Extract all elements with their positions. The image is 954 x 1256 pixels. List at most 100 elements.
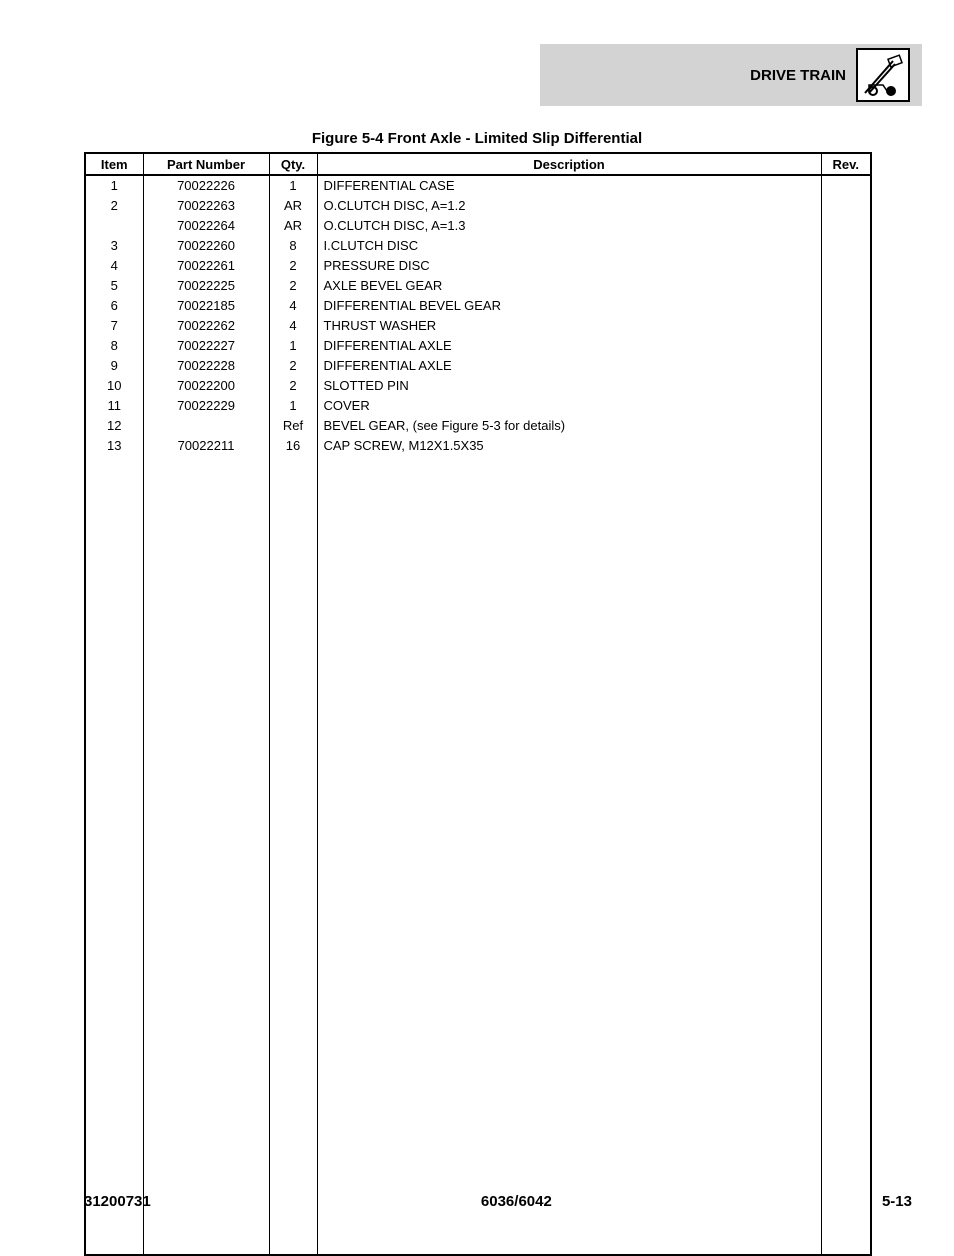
footer-center: 6036/6042: [481, 1193, 552, 1210]
cell-rev: [821, 375, 871, 395]
table-row: 4700222612PRESSURE DISC: [85, 255, 871, 275]
cell-qty: 2: [269, 355, 317, 375]
cell-item: 11: [85, 395, 143, 415]
cell-rev: [821, 355, 871, 375]
cell-item: 9: [85, 355, 143, 375]
cell-rev: [821, 255, 871, 275]
cell-qty: 8: [269, 235, 317, 255]
cell-part: 70022226: [143, 175, 269, 195]
cell-desc: SLOTTED PIN: [317, 375, 821, 395]
filler-cell: [143, 455, 269, 1255]
cell-rev: [821, 215, 871, 235]
table-row: 11700222291COVER: [85, 395, 871, 415]
cell-part: 70022262: [143, 315, 269, 335]
footer-left: 31200731: [84, 1193, 151, 1210]
cell-rev: [821, 335, 871, 355]
footer-right: 5-13: [882, 1193, 912, 1210]
filler-cell: [821, 455, 871, 1255]
filler-cell: [85, 455, 143, 1255]
cell-part: 70022185: [143, 295, 269, 315]
table-row: 137002221116CAP SCREW, M12X1.5X35: [85, 435, 871, 455]
cell-rev: [821, 235, 871, 255]
telehandler-icon: [859, 51, 907, 99]
cell-item: 5: [85, 275, 143, 295]
parts-table: Item Part Number Qty. Description Rev. 1…: [84, 152, 872, 1256]
table-row: 70022264ARO.CLUTCH DISC, A=1.3: [85, 215, 871, 235]
cell-item: 2: [85, 195, 143, 215]
table-row: 10700222002SLOTTED PIN: [85, 375, 871, 395]
cell-item: [85, 215, 143, 235]
cell-desc: AXLE BEVEL GEAR: [317, 275, 821, 295]
page-footer: 31200731 6036/6042 5-13: [84, 1193, 912, 1210]
cell-desc: DIFFERENTIAL CASE: [317, 175, 821, 195]
cell-desc: DIFFERENTIAL AXLE: [317, 335, 821, 355]
col-header-item: Item: [85, 153, 143, 175]
cell-part: 70022229: [143, 395, 269, 415]
cell-qty: 4: [269, 295, 317, 315]
table-row: 12RefBEVEL GEAR, (see Figure 5-3 for det…: [85, 415, 871, 435]
logo-icon: [856, 48, 910, 102]
cell-part: 70022228: [143, 355, 269, 375]
table-row: 1700222261DIFFERENTIAL CASE: [85, 175, 871, 195]
table-row: 8700222271DIFFERENTIAL AXLE: [85, 335, 871, 355]
cell-item: 12: [85, 415, 143, 435]
cell-part: 70022225: [143, 275, 269, 295]
cell-rev: [821, 315, 871, 335]
cell-rev: [821, 275, 871, 295]
cell-item: 8: [85, 335, 143, 355]
cell-rev: [821, 415, 871, 435]
cell-item: 7: [85, 315, 143, 335]
cell-qty: 1: [269, 335, 317, 355]
cell-desc: O.CLUTCH DISC, A=1.3: [317, 215, 821, 235]
cell-qty: AR: [269, 195, 317, 215]
cell-desc: DIFFERENTIAL AXLE: [317, 355, 821, 375]
cell-part: 70022211: [143, 435, 269, 455]
section-title: DRIVE TRAIN: [750, 67, 846, 84]
cell-desc: I.CLUTCH DISC: [317, 235, 821, 255]
cell-desc: THRUST WASHER: [317, 315, 821, 335]
cell-rev: [821, 175, 871, 195]
cell-qty: 1: [269, 175, 317, 195]
cell-rev: [821, 395, 871, 415]
col-header-rev: Rev.: [821, 153, 871, 175]
figure-title: Figure 5-4 Front Axle - Limited Slip Dif…: [0, 130, 954, 147]
table-row: 7700222624THRUST WASHER: [85, 315, 871, 335]
cell-rev: [821, 195, 871, 215]
table-row: 270022263ARO.CLUTCH DISC, A=1.2: [85, 195, 871, 215]
cell-item: 3: [85, 235, 143, 255]
cell-qty: 2: [269, 275, 317, 295]
table-row: 6700221854DIFFERENTIAL BEVEL GEAR: [85, 295, 871, 315]
cell-qty: Ref: [269, 415, 317, 435]
table-row: 5700222252AXLE BEVEL GEAR: [85, 275, 871, 295]
cell-item: 6: [85, 295, 143, 315]
filler-cell: [269, 455, 317, 1255]
cell-rev: [821, 435, 871, 455]
cell-desc: DIFFERENTIAL BEVEL GEAR: [317, 295, 821, 315]
cell-item: 1: [85, 175, 143, 195]
cell-part: 70022261: [143, 255, 269, 275]
col-header-desc: Description: [317, 153, 821, 175]
table-row: 3700222608I.CLUTCH DISC: [85, 235, 871, 255]
col-header-qty: Qty.: [269, 153, 317, 175]
col-header-part: Part Number: [143, 153, 269, 175]
table-header-row: Item Part Number Qty. Description Rev.: [85, 153, 871, 175]
cell-item: 13: [85, 435, 143, 455]
cell-item: 10: [85, 375, 143, 395]
cell-part: 70022263: [143, 195, 269, 215]
cell-qty: 2: [269, 375, 317, 395]
cell-desc: CAP SCREW, M12X1.5X35: [317, 435, 821, 455]
table-row: 9700222282DIFFERENTIAL AXLE: [85, 355, 871, 375]
cell-part: [143, 415, 269, 435]
cell-desc: COVER: [317, 395, 821, 415]
cell-qty: 16: [269, 435, 317, 455]
cell-desc: O.CLUTCH DISC, A=1.2: [317, 195, 821, 215]
cell-item: 4: [85, 255, 143, 275]
cell-qty: 1: [269, 395, 317, 415]
cell-desc: PRESSURE DISC: [317, 255, 821, 275]
cell-part: 70022200: [143, 375, 269, 395]
cell-qty: 4: [269, 315, 317, 335]
cell-qty: AR: [269, 215, 317, 235]
cell-part: 70022227: [143, 335, 269, 355]
cell-part: 70022260: [143, 235, 269, 255]
cell-qty: 2: [269, 255, 317, 275]
